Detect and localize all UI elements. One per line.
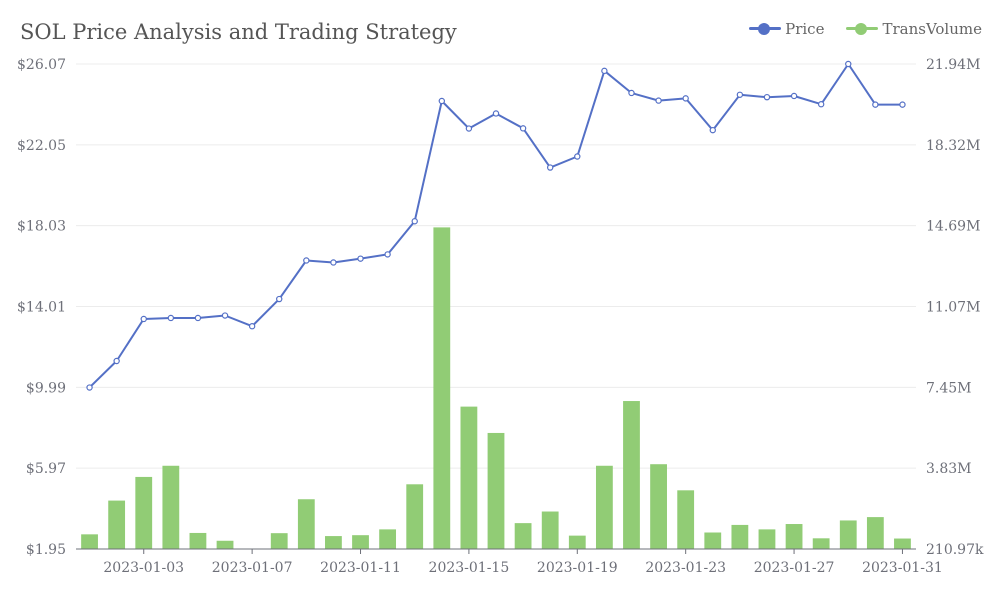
- volume-bar: [352, 535, 369, 549]
- legend-label-price: Price: [785, 20, 825, 38]
- volume-bar: [135, 476, 153, 549]
- volume-bar: [379, 529, 397, 549]
- volume-bar: [433, 227, 451, 549]
- volume-bar: [704, 532, 722, 549]
- volume-bar: [162, 465, 180, 549]
- volume-bar: [866, 517, 884, 549]
- y-right-tick-label: 210.97k: [926, 542, 984, 558]
- volume-bar: [487, 432, 505, 549]
- volume-bar: [270, 533, 288, 549]
- price-point: [790, 92, 798, 100]
- price-point: [817, 101, 825, 108]
- volume-bar: [514, 523, 532, 549]
- price-point: [682, 95, 689, 102]
- price-point: [763, 93, 771, 101]
- y-left-tick-label: $22.05: [17, 138, 66, 154]
- x-tick-label: 2023-01-31: [862, 560, 943, 576]
- y-right-tick-label: 7.45M: [926, 380, 972, 396]
- x-tick-label: 2023-01-27: [754, 560, 835, 576]
- price-point: [221, 312, 229, 319]
- grid-lines: [76, 63, 916, 469]
- axes: $1.95 210.97k $5.97 3.83M $9.99 7.45M $14.01 11…: [17, 57, 984, 576]
- price-point: [86, 384, 93, 391]
- price-point: [303, 257, 310, 264]
- volume-bar: [406, 484, 424, 549]
- price-point: [709, 126, 716, 134]
- price-point: [194, 314, 202, 322]
- price-point: [438, 97, 446, 105]
- price-point: [167, 314, 175, 322]
- y-left-tick-label: $1.95: [26, 542, 66, 558]
- x-tick-label: 2023-01-03: [103, 560, 184, 576]
- volume-bar: [568, 535, 586, 549]
- price-point: [248, 323, 256, 330]
- y-right-tick-label: 3.83M: [926, 461, 972, 477]
- legend-item-transvolume[interactable]: TransVolume: [846, 20, 982, 38]
- price-point: [628, 89, 635, 97]
- volume-bar: [297, 499, 315, 549]
- price-point: [330, 259, 337, 266]
- y-right-tick-label: 21.94M: [926, 57, 980, 73]
- y-left-tick-label: $5.97: [26, 461, 66, 477]
- x-tick-label: 2023-01-15: [429, 560, 510, 576]
- price-point: [384, 251, 391, 258]
- volume-bar: [108, 500, 126, 549]
- volume-bars: [81, 227, 911, 549]
- price-point: [140, 315, 147, 323]
- x-tick-label: 2023-01-11: [320, 560, 401, 576]
- volume-bar: [325, 536, 342, 549]
- volume-bar: [623, 401, 640, 549]
- price-point: [465, 125, 473, 132]
- price-point: [519, 125, 527, 132]
- x-tick-label: 2023-01-19: [537, 560, 618, 576]
- volume-bar: [595, 465, 613, 549]
- volume-bar: [216, 540, 234, 549]
- price-line: [86, 60, 906, 391]
- volume-bar: [189, 532, 207, 549]
- y-right-tick-label: 11.07M: [926, 300, 980, 316]
- volume-bar: [460, 406, 478, 549]
- volume-bar: [650, 464, 667, 549]
- price-point: [601, 67, 608, 75]
- price-point: [574, 153, 581, 160]
- price-point: [546, 164, 554, 171]
- volume-bar: [839, 520, 857, 549]
- volume-bar: [785, 524, 803, 549]
- price-point: [872, 101, 879, 108]
- legend-item-price[interactable]: Price: [749, 20, 824, 38]
- volume-bar: [677, 490, 695, 549]
- price-point: [736, 91, 744, 98]
- legend-swatch-transvolume: [846, 23, 879, 35]
- y-right-tick-label: 18.32M: [926, 138, 980, 154]
- y-left-tick-label: $18.03: [17, 219, 66, 235]
- price-point: [113, 357, 120, 365]
- legend: Price TransVolume: [749, 20, 982, 38]
- y-right-tick-label: 14.69M: [926, 219, 980, 235]
- y-left-tick-label: $26.07: [17, 57, 66, 73]
- price-point: [899, 101, 906, 108]
- y-left-tick-label: $9.99: [26, 380, 66, 396]
- chart-title: SOL Price Analysis and Trading Strategy: [20, 20, 457, 44]
- volume-bar: [731, 524, 749, 549]
- price-point: [276, 295, 283, 303]
- x-tick-label: 2023-01-23: [645, 560, 726, 576]
- price-point: [845, 60, 852, 68]
- volume-bar: [541, 511, 559, 549]
- volume-bar: [812, 538, 830, 549]
- volume-bar: [894, 538, 911, 549]
- price-point: [492, 110, 500, 117]
- price-point: [411, 218, 418, 225]
- price-point: [357, 255, 364, 262]
- y-left-tick-label: $14.01: [17, 300, 66, 316]
- volume-bar: [81, 534, 98, 549]
- legend-swatch-price: [749, 23, 782, 35]
- price-point: [655, 97, 662, 104]
- x-tick-label: 2023-01-07: [212, 560, 293, 576]
- volume-bar: [758, 529, 776, 549]
- legend-label-transvolume: TransVolume: [882, 20, 982, 38]
